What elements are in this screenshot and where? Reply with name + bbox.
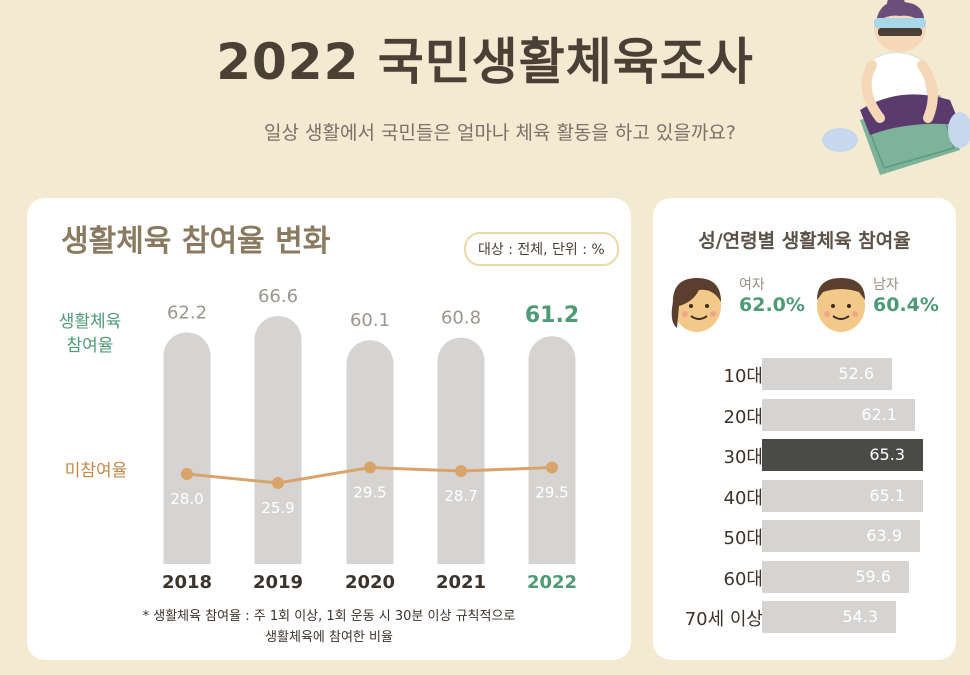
age-row: 30대 65.3 (653, 439, 956, 471)
participation-value-label: 62.2 (167, 302, 207, 323)
legend-participation-line1: 생활체육 (59, 312, 122, 332)
age-bar: 54.3 (762, 601, 896, 633)
participation-bar (528, 336, 576, 564)
age-row: 70세 이상 54.3 (653, 601, 956, 633)
gender-age-card: 성/연령별 생활체육 참여율 여자 62.0% 남자 60.4% 10대 52.6… (653, 198, 956, 660)
page-subtitle: 일상 생활에서 국민들은 얼마나 체육 활동을 하고 있을까요? (264, 122, 736, 144)
male-value: 60.4% (873, 294, 939, 316)
year-tick-label: 2022 (527, 572, 577, 593)
age-label: 50대 (723, 528, 763, 549)
age-label: 30대 (723, 447, 763, 468)
male-face-icon (817, 278, 865, 332)
participation-bar (254, 316, 302, 564)
nonparticipation-point (364, 461, 376, 474)
age-bar: 62.1 (762, 398, 915, 431)
footnote-line1: * 생활체육 참여율 : 주 1회 이상, 1회 운동 시 30분 이상 규칙적… (142, 609, 516, 624)
footnote: * 생활체육 참여율 : 주 1회 이상, 1회 운동 시 30분 이상 규칙적… (27, 606, 631, 648)
age-bar: 65.3 (762, 439, 923, 471)
year-tick-label: 2020 (345, 572, 395, 593)
participation-bar (437, 337, 485, 564)
female-value: 62.0% (739, 294, 805, 316)
age-bar: 63.9 (762, 520, 920, 552)
gender-age-title: 성/연령별 생활체육 참여율 (698, 230, 911, 252)
year-tick-label: 2019 (253, 572, 303, 593)
age-label: 20대 (723, 406, 763, 428)
stretching-person-illustration (822, 0, 970, 175)
participation-value-label: 60.1 (350, 310, 390, 331)
nonparticipation-point (546, 461, 558, 474)
footnote-line2: 생활체육에 참여한 비율 (265, 630, 393, 645)
age-label: 10대 (723, 366, 763, 387)
nonparticipation-value-label: 28.0 (170, 490, 203, 508)
nonparticipation-value-label: 29.5 (535, 484, 568, 502)
page-title: 2022 국민생활체육조사 (216, 33, 754, 91)
age-label: 60대 (723, 568, 763, 590)
age-row: 60대 59.6 (653, 560, 956, 593)
age-row: 40대 65.1 (653, 479, 956, 512)
nonparticipation-value-label: 25.9 (261, 499, 294, 517)
participation-bar (163, 332, 211, 564)
male-stat: 남자 60.4% (873, 274, 939, 316)
unit-badge: 대상 : 전체, 단위 : % (464, 232, 619, 266)
male-label: 남자 (873, 277, 899, 293)
participation-bar (346, 340, 394, 564)
year-tick-label: 2021 (436, 572, 486, 593)
age-bar: 59.6 (762, 560, 909, 593)
age-row: 20대 62.1 (653, 398, 956, 431)
participation-trend-card: 생활체육 참여율 변화 대상 : 전체, 단위 : % 생활체육 참여율 미참여… (27, 198, 631, 660)
participation-value-label: 60.8 (441, 308, 481, 329)
nonparticipation-value-label: 28.7 (444, 487, 477, 505)
nonparticipation-value-label: 29.5 (353, 484, 386, 502)
participation-value-label: 66.6 (258, 286, 298, 307)
female-label: 여자 (739, 277, 765, 293)
age-label: 70세 이상 (684, 609, 763, 630)
legend-participation-line2: 참여율 (67, 336, 114, 356)
participation-value-label: 61.2 (525, 303, 579, 328)
age-bar: 65.1 (762, 479, 923, 512)
trend-chart: 생활체육 참여율 미참여율 62.2 2018 28.0 66.6 2019 25.9 60… (59, 286, 579, 593)
year-tick-label: 2018 (162, 572, 212, 593)
nonparticipation-point (272, 477, 284, 490)
female-face-icon (671, 278, 721, 332)
trend-chart-title: 생활체육 참여율 변화 (61, 224, 331, 259)
age-row: 10대 52.6 (653, 358, 956, 390)
legend-nonparticipation: 미참여율 (65, 461, 128, 481)
age-label: 40대 (723, 487, 763, 509)
age-bar: 52.6 (762, 358, 892, 390)
age-row: 50대 63.9 (653, 520, 956, 552)
female-stat: 여자 62.0% (739, 274, 805, 316)
nonparticipation-point (455, 464, 467, 477)
nonparticipation-point (181, 468, 193, 480)
